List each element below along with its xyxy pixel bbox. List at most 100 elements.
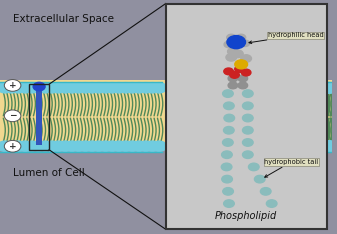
- Circle shape: [139, 141, 153, 151]
- Circle shape: [322, 141, 337, 151]
- Circle shape: [78, 83, 93, 93]
- Bar: [0, 80, 332, 150]
- Circle shape: [241, 40, 250, 47]
- Circle shape: [105, 141, 120, 151]
- Circle shape: [266, 200, 277, 207]
- Circle shape: [238, 75, 248, 82]
- Circle shape: [254, 176, 265, 183]
- Circle shape: [321, 141, 336, 151]
- Circle shape: [31, 141, 46, 151]
- Bar: [36, 88, 42, 145]
- Circle shape: [25, 83, 39, 93]
- Circle shape: [243, 151, 253, 158]
- Circle shape: [243, 127, 253, 134]
- Text: Lumen of Cell: Lumen of Cell: [13, 168, 85, 179]
- Circle shape: [224, 114, 235, 122]
- Circle shape: [261, 188, 271, 195]
- Circle shape: [323, 83, 337, 93]
- Circle shape: [248, 163, 259, 171]
- Circle shape: [33, 82, 45, 91]
- Circle shape: [112, 83, 126, 93]
- Circle shape: [98, 83, 113, 93]
- Circle shape: [71, 141, 86, 151]
- Circle shape: [4, 140, 21, 152]
- Circle shape: [11, 141, 26, 151]
- Text: −: −: [9, 111, 17, 120]
- Circle shape: [224, 41, 233, 48]
- Circle shape: [0, 83, 12, 93]
- Text: +: +: [9, 81, 17, 90]
- Circle shape: [132, 141, 146, 151]
- Circle shape: [243, 102, 253, 110]
- Text: +: +: [9, 142, 17, 151]
- Circle shape: [145, 141, 160, 151]
- Circle shape: [85, 83, 99, 93]
- Text: hydrophobic tail: hydrophobic tail: [265, 159, 318, 177]
- Circle shape: [132, 83, 146, 93]
- Circle shape: [224, 68, 233, 75]
- Circle shape: [321, 141, 336, 151]
- Circle shape: [227, 36, 245, 49]
- Circle shape: [18, 83, 32, 93]
- Text: Phospholipid: Phospholipid: [215, 212, 277, 221]
- Circle shape: [4, 83, 19, 93]
- Circle shape: [125, 83, 140, 93]
- Circle shape: [92, 83, 106, 93]
- Circle shape: [235, 66, 244, 72]
- Bar: [166, 4, 327, 229]
- Circle shape: [230, 72, 239, 78]
- Circle shape: [112, 141, 126, 151]
- Circle shape: [226, 54, 237, 61]
- Circle shape: [243, 90, 253, 97]
- Circle shape: [51, 83, 66, 93]
- Circle shape: [44, 141, 59, 151]
- Circle shape: [85, 141, 99, 151]
- Circle shape: [31, 83, 46, 93]
- Circle shape: [0, 141, 12, 151]
- Circle shape: [321, 83, 336, 93]
- Circle shape: [227, 48, 238, 55]
- Circle shape: [228, 75, 238, 82]
- Circle shape: [233, 50, 243, 58]
- Bar: [29, 84, 49, 150]
- Circle shape: [224, 200, 234, 207]
- Circle shape: [223, 127, 234, 134]
- Circle shape: [98, 141, 113, 151]
- Circle shape: [223, 188, 234, 195]
- Circle shape: [322, 83, 336, 93]
- Circle shape: [321, 83, 336, 93]
- Circle shape: [44, 83, 59, 93]
- Circle shape: [322, 141, 336, 151]
- Circle shape: [243, 139, 253, 146]
- Circle shape: [58, 141, 72, 151]
- Circle shape: [4, 80, 21, 91]
- Circle shape: [222, 176, 233, 183]
- Circle shape: [227, 34, 236, 41]
- Circle shape: [322, 83, 337, 93]
- Circle shape: [18, 141, 32, 151]
- Circle shape: [241, 69, 251, 76]
- Circle shape: [243, 114, 253, 122]
- Circle shape: [223, 90, 233, 97]
- Circle shape: [25, 141, 39, 151]
- Circle shape: [228, 82, 238, 89]
- Circle shape: [105, 83, 120, 93]
- Circle shape: [241, 55, 251, 62]
- Circle shape: [223, 102, 234, 110]
- Circle shape: [38, 141, 53, 151]
- Text: hydrophilic head: hydrophilic head: [249, 33, 324, 44]
- Circle shape: [323, 141, 337, 151]
- Circle shape: [222, 139, 233, 146]
- Circle shape: [125, 141, 140, 151]
- Circle shape: [65, 83, 79, 93]
- Circle shape: [145, 83, 160, 93]
- Circle shape: [65, 141, 79, 151]
- Circle shape: [152, 141, 166, 151]
- Circle shape: [4, 141, 19, 151]
- Circle shape: [139, 83, 153, 93]
- Circle shape: [118, 141, 133, 151]
- Circle shape: [4, 110, 21, 122]
- Text: Extracellular Space: Extracellular Space: [13, 14, 114, 24]
- Circle shape: [237, 34, 246, 41]
- Circle shape: [51, 141, 66, 151]
